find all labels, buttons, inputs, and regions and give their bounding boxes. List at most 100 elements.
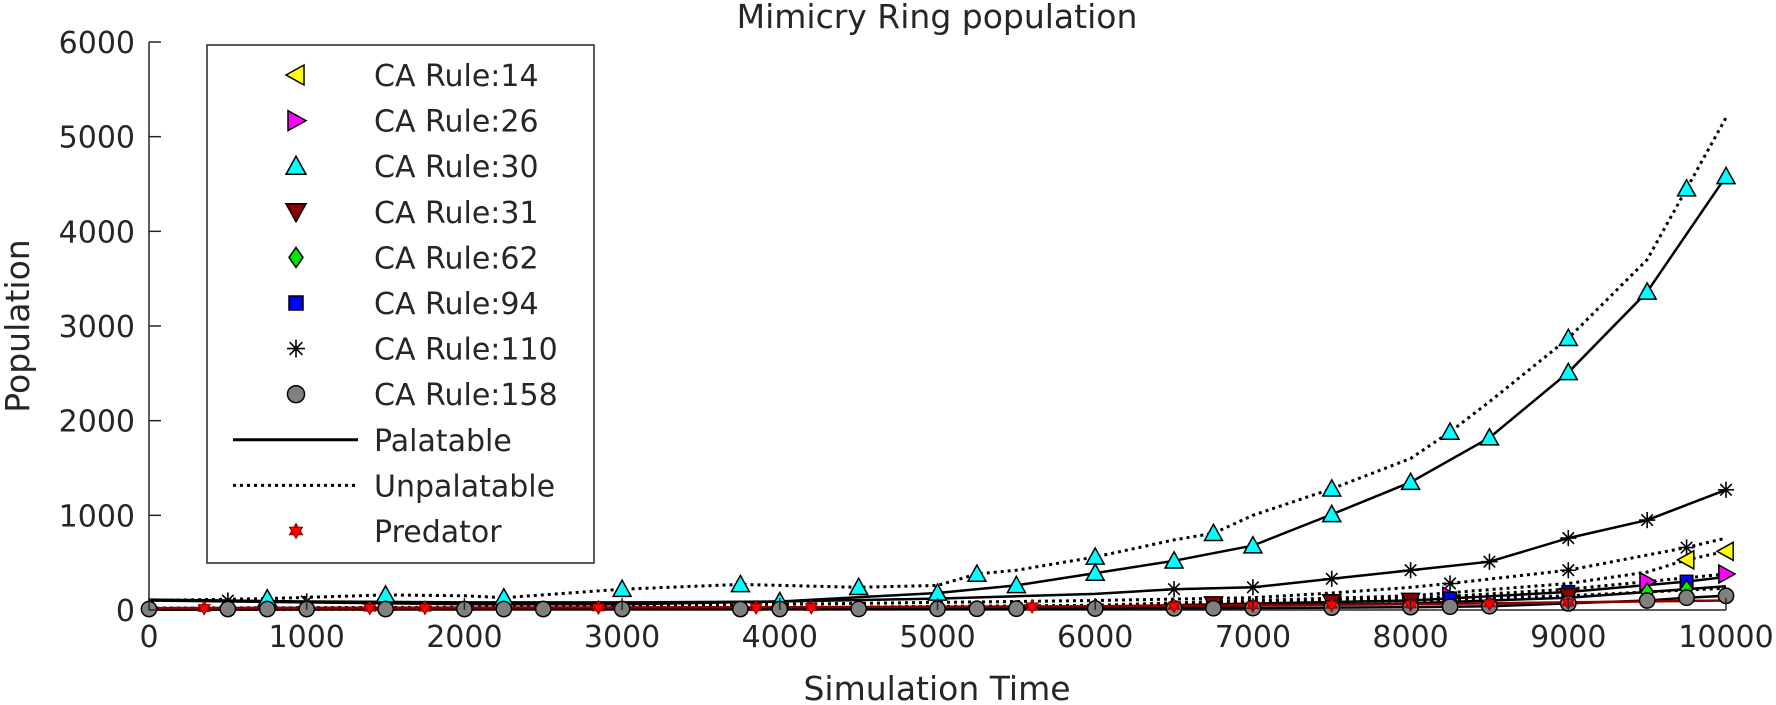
y-tick-label: 6000 bbox=[59, 26, 135, 61]
legend-triangle-left-icon bbox=[284, 63, 305, 87]
ca-rule-110-palatable-point bbox=[1323, 570, 1340, 587]
ca-rule-26-unpalatable-point bbox=[1718, 563, 1737, 585]
legend-label: CA Rule:110 bbox=[374, 333, 558, 368]
legend-hexagram-icon bbox=[288, 522, 304, 540]
ca-rule-158-palatable-point bbox=[850, 600, 868, 618]
x-tick-label: 1000 bbox=[269, 620, 345, 655]
ca-rule-110-palatable-point bbox=[1639, 511, 1656, 529]
y-axis-label: Population bbox=[0, 239, 37, 412]
ca-rule-30-palatable-point bbox=[1479, 427, 1500, 446]
ca-rule-110-palatable-point bbox=[1402, 562, 1419, 579]
legend-item-ca-rule-26: CA Rule:26 bbox=[287, 105, 539, 140]
legend-item-predator: Predator bbox=[288, 515, 502, 550]
ca-rule-30-unpalatable-point bbox=[1203, 522, 1224, 542]
ca-rule-158-palatable-point bbox=[534, 600, 552, 618]
legend-label: CA Rule:94 bbox=[374, 287, 539, 322]
ca-rule-30-palatable-point bbox=[1400, 471, 1421, 491]
y-tick-label: 1000 bbox=[59, 499, 135, 534]
ca-rule-14-unpalatable-point bbox=[1676, 549, 1695, 571]
predator-point bbox=[749, 599, 763, 615]
predator-point bbox=[363, 600, 377, 616]
x-tick-label: 8000 bbox=[1372, 620, 1448, 655]
predator-point bbox=[1025, 598, 1039, 615]
x-tick-label: 7000 bbox=[1215, 620, 1291, 655]
ca-rule-30-unpalatable-point bbox=[848, 576, 869, 596]
ca-rule-30-unpalatable-point bbox=[375, 584, 396, 603]
legend-label: Predator bbox=[374, 515, 502, 550]
ca-rule-30-palatable-point bbox=[1558, 361, 1579, 381]
x-tick-label: 2000 bbox=[426, 620, 502, 655]
ca-rule-30-unpalatable-point bbox=[1558, 327, 1579, 347]
ca-rule-26-unpalatable-series-line bbox=[148, 572, 1727, 611]
ca-rule-30-palatable-point bbox=[1636, 281, 1658, 300]
predator-point bbox=[1325, 597, 1339, 613]
ca-rule-30-palatable-point bbox=[1242, 535, 1264, 554]
ca-rule-110-palatable-point bbox=[1481, 553, 1498, 570]
x-tick-label: 0 bbox=[139, 620, 158, 655]
ca-rule-14-unpalatable-point bbox=[1715, 541, 1734, 562]
legend-label: CA Rule:158 bbox=[374, 378, 558, 413]
legend-label: Palatable bbox=[374, 424, 512, 459]
ca-rule-30-palatable-point bbox=[1084, 562, 1106, 582]
legend-label: Unpalatable bbox=[374, 469, 555, 504]
legend-label: CA Rule:31 bbox=[374, 196, 539, 231]
predator-point bbox=[1482, 595, 1497, 612]
ca-rule-110-unpalatable-point bbox=[1678, 539, 1695, 556]
legend-item-ca-rule-94: CA Rule:94 bbox=[288, 287, 539, 322]
predator-point bbox=[591, 599, 606, 616]
ca-rule-30-unpalatable-point bbox=[1676, 178, 1697, 197]
ca-rule-30-palatable-point bbox=[1321, 503, 1343, 523]
plot-markers bbox=[140, 165, 1737, 618]
ca-rule-158-palatable-point bbox=[495, 600, 513, 618]
legend-item-ca-rule-30: CA Rule:30 bbox=[284, 150, 539, 185]
legend-diamond-icon bbox=[288, 246, 304, 269]
predator-point bbox=[804, 599, 819, 615]
x-axis-label: Simulation Time bbox=[803, 669, 1070, 705]
x-tick-label: 6000 bbox=[1057, 620, 1133, 655]
legend-item-ca-rule-110: CA Rule:110 bbox=[287, 333, 558, 368]
ca-rule-110-palatable-point bbox=[1165, 581, 1183, 598]
chart-legend: CA Rule:14 CA Rule:26 CA Rule:30 CA Rule:31… bbox=[206, 44, 595, 564]
ca-rule-158-palatable-point bbox=[968, 600, 986, 618]
ca-rule-158-palatable-point bbox=[1205, 599, 1222, 617]
y-tick-label: 0 bbox=[116, 594, 135, 629]
ca-rule-158-palatable-point bbox=[1007, 600, 1025, 618]
legend-item-ca-rule-31: CA Rule:31 bbox=[284, 196, 539, 231]
ca-rule-30-unpalatable-point bbox=[611, 578, 633, 598]
x-tick-label: 4000 bbox=[742, 620, 818, 655]
legend-item-palatable: Palatable bbox=[233, 424, 512, 459]
ca-rule-30-palatable-point bbox=[1715, 165, 1737, 185]
ca-rule-30-unpalatable-point bbox=[1321, 478, 1343, 497]
legend-square-icon bbox=[288, 295, 304, 311]
legend-triangle-down-icon bbox=[284, 203, 308, 224]
x-tick-label: 5000 bbox=[899, 620, 975, 655]
ca-rule-158-palatable-point bbox=[1638, 592, 1656, 609]
y-tick-label: 3000 bbox=[59, 310, 135, 345]
ca-rule-30-unpalatable-point bbox=[730, 573, 751, 593]
legend-asterisk-icon bbox=[287, 339, 305, 358]
predator-point bbox=[197, 600, 211, 616]
y-tick-label: 2000 bbox=[59, 405, 135, 440]
legend-circle-icon bbox=[286, 384, 306, 404]
predator-point bbox=[418, 599, 432, 616]
ca-rule-30-unpalatable-point bbox=[966, 563, 988, 582]
legend-box bbox=[206, 44, 595, 564]
y-tick-label: 4000 bbox=[59, 215, 135, 250]
ca-rule-110-unpalatable-point bbox=[1560, 562, 1577, 579]
ca-rule-30-palatable-point bbox=[1006, 574, 1027, 594]
chart-title: Mimicry Ring population bbox=[737, 0, 1138, 36]
ca-rule-30-unpalatable-point bbox=[1439, 421, 1461, 440]
legend-item-ca-rule-14: CA Rule:14 bbox=[284, 59, 539, 94]
x-tick-label: 9000 bbox=[1530, 620, 1606, 655]
ca-rule-110-unpalatable-point bbox=[1441, 575, 1459, 592]
ca-rule-158-palatable-point bbox=[258, 600, 276, 618]
ca-rule-30-unpalatable-point bbox=[1084, 546, 1106, 565]
ca-rule-110-palatable-point bbox=[1560, 529, 1577, 547]
legend-item-ca-rule-158: CA Rule:158 bbox=[286, 378, 558, 413]
y-ticks: 0 1000 2000 3000 4000 5000 6000 bbox=[59, 26, 161, 629]
y-tick-label: 5000 bbox=[59, 121, 135, 156]
ca-rule-110-palatable-point bbox=[1244, 579, 1261, 596]
ca-rule-158-palatable-point bbox=[1441, 598, 1459, 616]
legend-label: CA Rule:30 bbox=[374, 150, 539, 185]
